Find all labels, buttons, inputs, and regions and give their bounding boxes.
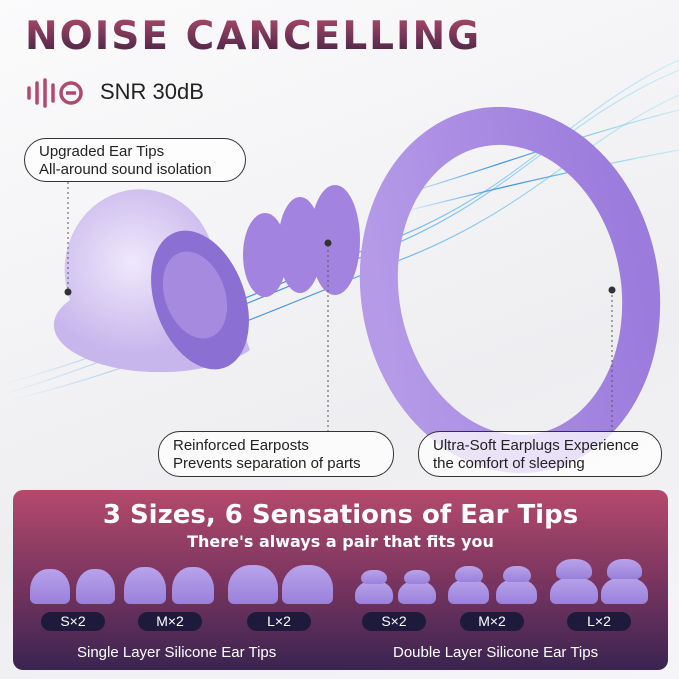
ear-tip-single-l bbox=[228, 565, 278, 604]
callout-dot bbox=[64, 288, 72, 296]
callout-line: Ultra-Soft Earplugs Experience bbox=[433, 437, 639, 454]
size-badge: S×2 bbox=[362, 612, 426, 631]
ear-tip-double-l bbox=[601, 577, 648, 604]
callout-line: Reinforced Earposts bbox=[173, 437, 309, 454]
ear-tip-double-m bbox=[455, 566, 483, 582]
callout-line: the comfort of sleeping bbox=[433, 455, 585, 472]
earpost bbox=[243, 185, 360, 297]
banner-subtitle: There's always a pair that fits you bbox=[187, 532, 494, 551]
ear-tip-inner bbox=[162, 251, 228, 339]
size-badge: S×2 bbox=[41, 612, 105, 631]
ear-tip-double-m bbox=[503, 566, 531, 582]
ear-tip-single-m bbox=[172, 567, 214, 604]
size-badge: M×2 bbox=[138, 612, 202, 631]
ear-tip-double-l bbox=[607, 559, 642, 579]
ear-tip-double-m bbox=[448, 579, 489, 604]
banner-title: 3 Sizes, 6 Sensations of Ear Tips bbox=[102, 500, 579, 530]
sound-wave-mute-icon bbox=[27, 78, 83, 108]
callout-ear-tips: Upgraded Ear Tips All-around sound isolat… bbox=[24, 138, 246, 182]
callout-earposts: Reinforced Earposts Prevents separation o… bbox=[158, 431, 394, 477]
callout-earplugs: Ultra-Soft Earplugs Experience the comfor… bbox=[418, 431, 662, 477]
size-badge: M×2 bbox=[460, 612, 524, 631]
snr-rating: SNR 30dB bbox=[100, 79, 204, 104]
page-title: NOISE CANCELLING bbox=[25, 14, 482, 59]
ear-tip-double-s bbox=[355, 581, 393, 604]
ear-tip-single-l bbox=[282, 565, 333, 604]
size-badge: L×2 bbox=[247, 612, 311, 631]
sizes-banner: 3 Sizes, 6 Sensations of Ear Tips There'… bbox=[13, 490, 668, 670]
ear-tip-single-s bbox=[30, 569, 70, 604]
callout-line: Prevents separation of parts bbox=[173, 455, 361, 472]
group-label-single: Single Layer Silicone Ear Tips bbox=[77, 644, 277, 661]
callout-line: All-around sound isolation bbox=[39, 161, 212, 178]
ear-tip-double-l bbox=[556, 559, 592, 579]
callout-dot bbox=[324, 239, 332, 247]
ear-tip-double-m bbox=[496, 579, 537, 604]
size-badge: L×2 bbox=[567, 612, 631, 631]
ear-tip-double-l bbox=[550, 577, 598, 604]
callout-line: Upgraded Ear Tips bbox=[39, 143, 165, 160]
ear-tip-double-s bbox=[398, 581, 436, 604]
ear-tip-single-s bbox=[76, 569, 115, 604]
callout-dot bbox=[608, 286, 616, 294]
group-label-double: Double Layer Silicone Ear Tips bbox=[393, 644, 599, 661]
callout-leader-lines bbox=[67, 182, 613, 431]
ear-tip-double-s bbox=[404, 570, 430, 584]
ear-tip-single-m bbox=[124, 567, 166, 604]
ear-tip-double-s bbox=[361, 570, 387, 584]
